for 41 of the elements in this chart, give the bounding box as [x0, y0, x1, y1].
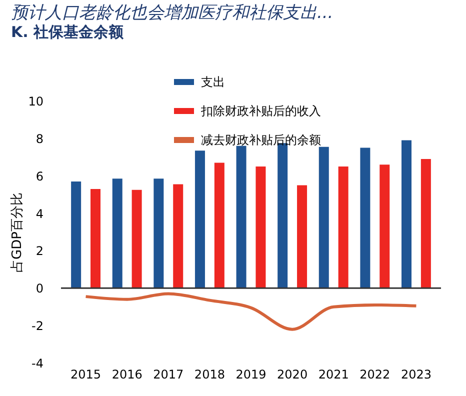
bar: [338, 166, 348, 288]
bar: [90, 188, 100, 288]
y-axis-title: 占GDP百分比: [10, 192, 26, 272]
legend-label: 支出: [201, 75, 225, 89]
bar: [297, 185, 308, 288]
x-tick-label: 2021: [318, 368, 349, 382]
bar: [132, 190, 142, 288]
y-tick-label: 2: [36, 244, 44, 258]
x-tick-label: 2015: [70, 368, 102, 382]
y-tick-label: 10: [28, 94, 44, 108]
bar: [318, 146, 329, 288]
bar: [173, 184, 184, 288]
bar: [214, 162, 224, 288]
bar: [420, 159, 431, 288]
bar: [112, 178, 122, 288]
y-tick-label: -2: [32, 319, 44, 334]
bar: [236, 146, 246, 288]
legend-label: 扣除财政补贴后的收入: [200, 104, 321, 118]
bar: [194, 150, 205, 288]
y-tick-label: 0: [36, 282, 44, 296]
y-tick-label: 8: [36, 132, 44, 146]
x-tick-label: 2018: [194, 368, 225, 382]
bar: [154, 178, 164, 288]
line-series: [84, 292, 418, 331]
bar: [256, 166, 266, 288]
chart-subtitle: K. 社保基金余额: [11, 23, 125, 41]
y-tick-label: 4: [36, 206, 44, 221]
x-tick-label: 2019: [236, 368, 266, 382]
x-tick-label: 2017: [153, 368, 184, 382]
bar: [380, 164, 390, 288]
bar: [360, 148, 370, 288]
x-tick-label: 2022: [360, 368, 390, 382]
legend-label: 减去财政补贴后的余额: [201, 133, 321, 147]
chart-title: 预计人口老龄化也会增加医疗和社保支出...: [11, 3, 334, 23]
y-tick-label: -4: [32, 356, 44, 370]
y-tick-label: 6: [36, 169, 44, 184]
x-tick-label: 2016: [112, 368, 142, 382]
x-tick-label: 2023: [400, 368, 432, 382]
bar: [402, 140, 412, 288]
bar: [71, 181, 82, 288]
x-tick-label: 2020: [277, 368, 308, 382]
